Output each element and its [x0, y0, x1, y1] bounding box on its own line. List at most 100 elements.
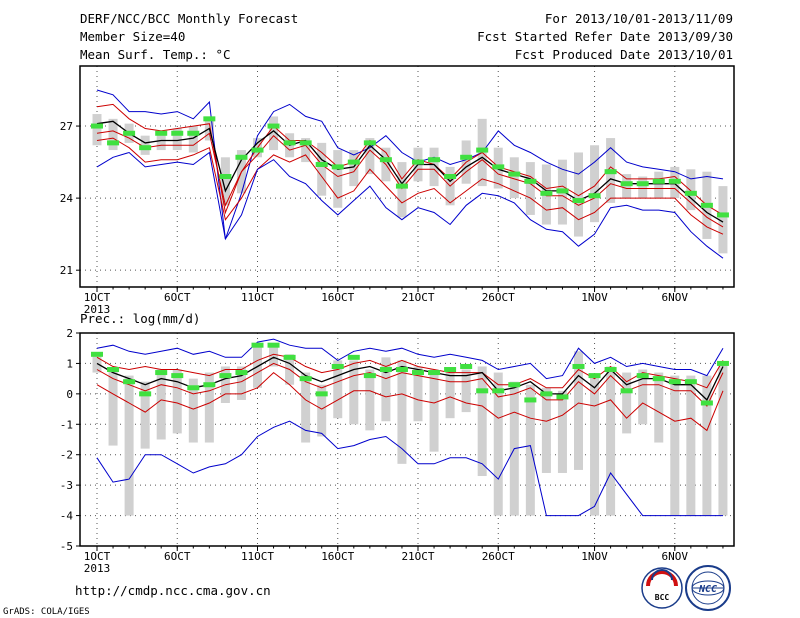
plot-area — [91, 89, 729, 259]
median-mark — [412, 370, 424, 376]
spread-box — [509, 157, 519, 199]
spread-box — [140, 381, 150, 449]
median-mark — [620, 388, 633, 394]
median-mark — [379, 367, 392, 373]
median-mark — [428, 370, 441, 376]
median-mark — [299, 140, 312, 146]
spread-box — [638, 176, 648, 199]
median-mark — [91, 351, 103, 357]
series-line-4 — [96, 137, 724, 235]
median-mark — [700, 400, 713, 406]
median-mark — [107, 367, 120, 373]
median-mark — [668, 379, 681, 385]
spread-box — [429, 369, 439, 452]
median-mark — [155, 130, 168, 136]
xtick-label: 11OCT — [241, 550, 274, 563]
spread-box — [525, 162, 535, 215]
median-mark — [379, 157, 392, 163]
xtick-label: 26OCT — [482, 550, 515, 563]
spread-box — [654, 372, 664, 443]
ytick-label: -4 — [60, 510, 74, 523]
median-mark — [668, 178, 681, 184]
median-mark — [283, 354, 296, 360]
spread-box — [269, 116, 279, 151]
median-mark — [588, 373, 601, 379]
header-variable: Mean Surf. Temp.: °C — [80, 47, 231, 62]
median-mark — [251, 342, 264, 348]
ytick-label: -2 — [60, 449, 73, 462]
median-mark — [572, 363, 585, 369]
spread-box — [333, 360, 343, 419]
spread-box — [220, 157, 230, 206]
median-mark — [428, 157, 441, 163]
spread-box — [445, 369, 455, 419]
spread-box — [92, 114, 102, 146]
spread-box — [638, 369, 648, 425]
median-mark — [171, 373, 184, 379]
spread-box — [718, 186, 728, 254]
median-mark — [203, 382, 216, 388]
xtick-label: 6NOV — [662, 291, 689, 304]
median-mark — [572, 198, 585, 204]
header-title: DERF/NCC/BCC Monthly Forecast — [80, 11, 298, 26]
spread-box — [172, 128, 182, 151]
median-mark — [187, 130, 200, 136]
ncc-logo: NCC — [685, 565, 731, 611]
median-mark — [187, 385, 200, 391]
spread-box — [301, 138, 311, 163]
spread-box — [301, 372, 311, 443]
spread-box — [236, 366, 246, 400]
xtick-label: 21OCT — [401, 291, 434, 304]
median-mark — [508, 171, 521, 177]
xtick-label: 11OCT — [241, 291, 274, 304]
median-mark — [636, 181, 649, 187]
median-mark — [700, 202, 713, 208]
ytick-label: 24 — [60, 192, 74, 205]
median-mark — [716, 360, 729, 366]
spread-box — [204, 372, 214, 443]
xtick-label: 6OCT — [164, 550, 191, 563]
median-mark — [652, 178, 665, 184]
series-line-0 — [96, 89, 724, 240]
series-line-4 — [96, 371, 724, 432]
spread-box — [686, 169, 696, 211]
spread-box — [365, 369, 375, 431]
median-mark — [235, 154, 248, 160]
median-mark — [395, 183, 408, 189]
median-mark — [219, 373, 232, 379]
median-mark — [363, 373, 376, 379]
median-mark — [219, 174, 232, 179]
median-mark — [395, 367, 408, 373]
median-mark — [476, 388, 489, 394]
series-line-1 — [96, 103, 724, 216]
footer-url[interactable]: http://cmdp.ncc.cma.gov.cn — [75, 583, 271, 598]
ytick-label: -3 — [60, 479, 73, 492]
precip-panel-label: Prec.: log(mm/d) — [80, 311, 200, 326]
median-mark — [347, 354, 360, 360]
median-mark — [444, 367, 457, 373]
footer-credit: GrADS: COLA/IGES — [3, 607, 90, 617]
median-mark — [604, 169, 617, 175]
median-mark — [460, 363, 473, 369]
series-line-1 — [96, 353, 724, 389]
median-mark — [331, 363, 344, 369]
plot-frame — [79, 65, 735, 288]
spread-box — [317, 142, 327, 196]
xtick-label: 16OCT — [321, 550, 354, 563]
spread-box — [622, 372, 632, 434]
spread-box — [574, 351, 583, 470]
median-mark — [251, 147, 264, 153]
median-mark — [652, 376, 665, 382]
spread-box — [606, 366, 616, 516]
median-mark — [476, 147, 489, 153]
spread-box — [188, 378, 198, 443]
ytick-label: 2 — [66, 327, 73, 340]
median-mark — [283, 140, 296, 146]
xtick-label: 1NOV — [581, 291, 608, 304]
plot-frame — [79, 332, 735, 547]
median-mark — [412, 159, 424, 165]
spread-box — [686, 375, 696, 516]
median-mark — [460, 154, 473, 160]
spread-box — [461, 369, 471, 413]
